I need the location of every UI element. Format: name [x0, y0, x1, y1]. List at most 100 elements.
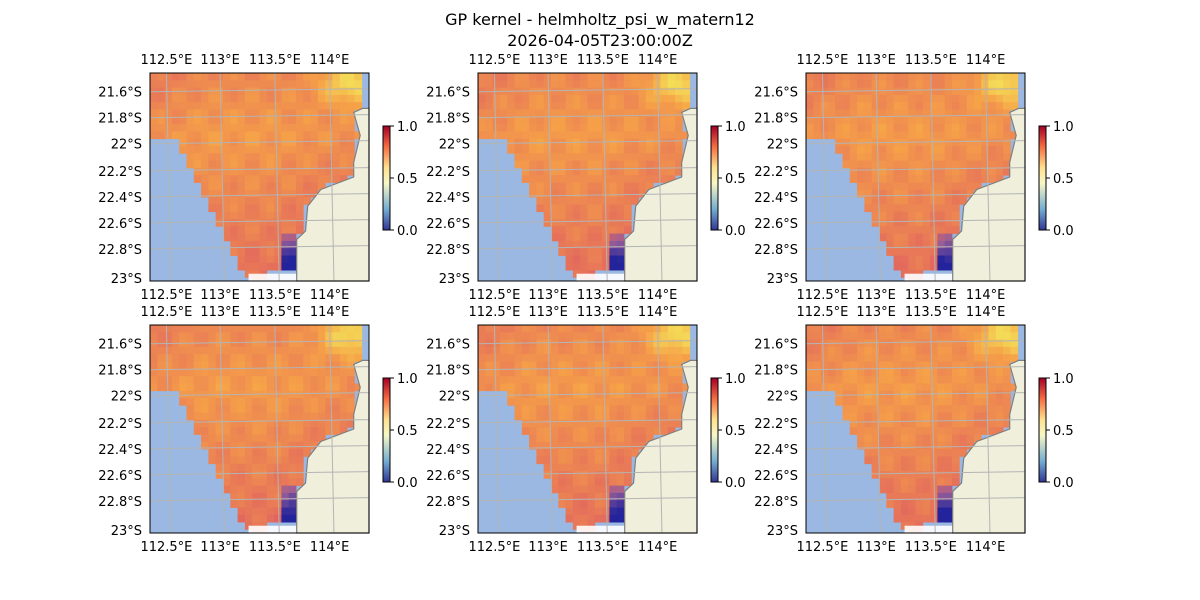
map-frame: [805, 72, 1026, 282]
heatmap-cell: [937, 73, 946, 81]
heatmap-cell: [281, 427, 290, 435]
heatmap-cell: [310, 339, 319, 348]
heatmap-cell: [908, 109, 916, 118]
heatmap-cell: [266, 346, 275, 355]
heatmap-cell: [223, 463, 231, 472]
heatmap-cell: [1010, 131, 1019, 140]
heatmap-cell: [543, 354, 552, 362]
heatmap-cell: [543, 463, 552, 472]
heatmap-cell: [565, 124, 574, 132]
heatmap-cell: [266, 398, 275, 406]
heatmap-cell: [915, 419, 924, 428]
heatmap-cell: [551, 361, 559, 370]
heatmap-cell: [959, 109, 967, 118]
heatmap-cell: [507, 346, 515, 355]
heatmap-cell: [645, 346, 654, 355]
y-tick-label: 22.2°S: [426, 165, 470, 180]
heatmap-cell: [602, 346, 610, 355]
heatmap-cell: [645, 160, 654, 169]
heatmap-cell: [930, 419, 938, 428]
heatmap-cell: [347, 412, 355, 421]
heatmap-cell: [806, 354, 814, 362]
heatmap-cell: [995, 116, 1004, 125]
heatmap-cell: [259, 189, 268, 198]
heatmap-cell: [675, 398, 683, 406]
heatmap-cell: [675, 368, 683, 377]
heatmap-cell: [186, 102, 195, 110]
heatmap-cell: [186, 160, 195, 169]
heatmap-cell: [171, 73, 180, 81]
heatmap-cell: [981, 102, 989, 110]
y-tick-label: 22.8°S: [98, 243, 142, 258]
heatmap-cell: [857, 146, 865, 154]
heatmap-cell: [988, 354, 997, 362]
heatmap-cell: [266, 204, 275, 213]
heatmap-cell: [602, 419, 610, 428]
x-tick-label-bottom: 113°E: [200, 288, 240, 303]
heatmap-cell: [893, 204, 902, 213]
heatmap-cell: [580, 383, 588, 392]
heatmap-cell: [645, 124, 654, 132]
heatmap-cell: [252, 80, 260, 88]
heatmap-cell: [529, 398, 537, 406]
heatmap-cell: [201, 94, 209, 103]
heatmap-cell: [499, 332, 508, 340]
heatmap-cell: [193, 325, 202, 333]
heatmap-cell: [317, 182, 326, 191]
x-tick-label-top: 112.5°E: [468, 305, 520, 320]
heatmap-cell: [616, 361, 625, 370]
heatmap-cell: [492, 124, 501, 132]
heatmap-cell: [922, 514, 931, 523]
heatmap-cell: [507, 376, 515, 384]
heatmap-cell: [201, 398, 209, 406]
heatmap-cell: [244, 262, 253, 271]
heatmap-cell: [631, 412, 639, 421]
heatmap-cell: [281, 131, 290, 140]
heatmap-cell: [208, 87, 217, 96]
heatmap-cell: [259, 87, 268, 96]
heatmap-cell: [944, 361, 953, 370]
heatmap-cell: [842, 102, 851, 110]
heatmap-cell: [981, 419, 989, 428]
heatmap-cell: [587, 485, 596, 494]
heatmap-cell: [572, 197, 581, 205]
heatmap-cell: [944, 189, 953, 198]
heatmap-cell: [835, 116, 843, 125]
heatmap-cell: [849, 368, 858, 377]
heatmap-cell: [842, 412, 851, 421]
heatmap-cell: [281, 87, 290, 96]
heatmap-cell: [981, 73, 989, 81]
heatmap-cell: [631, 167, 639, 176]
heatmap-cell: [631, 146, 639, 154]
heatmap-cell: [223, 109, 231, 118]
heatmap-cell: [492, 80, 501, 88]
heatmap-cell: [310, 189, 319, 198]
latitude-gridline: [477, 419, 698, 424]
heatmap-cell: [303, 390, 311, 399]
heatmap-cell: [624, 368, 632, 377]
heatmap-cell: [339, 346, 348, 355]
heatmap-cell: [288, 463, 297, 472]
latitude-gridline: [805, 392, 1026, 397]
heatmap-cell: [536, 325, 545, 333]
heatmap-cell: [230, 226, 238, 234]
heatmap-cell: [208, 73, 217, 81]
heatmap-cell: [179, 116, 187, 125]
heatmap-cell: [281, 240, 290, 249]
heatmap-cell: [1010, 383, 1019, 392]
heatmap-cell: [259, 419, 268, 428]
heatmap-cell: [594, 398, 603, 406]
heatmap-cell: [259, 478, 268, 486]
colorbar-tick-label: 1.0: [397, 120, 418, 135]
heatmap-cell: [587, 361, 596, 370]
heatmap-cell: [332, 73, 341, 81]
heatmap-cell: [274, 87, 282, 96]
heatmap-cell: [288, 390, 297, 399]
heatmap-cell: [572, 325, 581, 333]
heatmap-cell: [223, 456, 231, 465]
heatmap-cell: [675, 383, 683, 392]
heatmap-cell: [587, 146, 596, 154]
heatmap-cell: [820, 116, 829, 125]
heatmap-cell: [827, 80, 836, 88]
heatmap-cell: [230, 175, 238, 183]
